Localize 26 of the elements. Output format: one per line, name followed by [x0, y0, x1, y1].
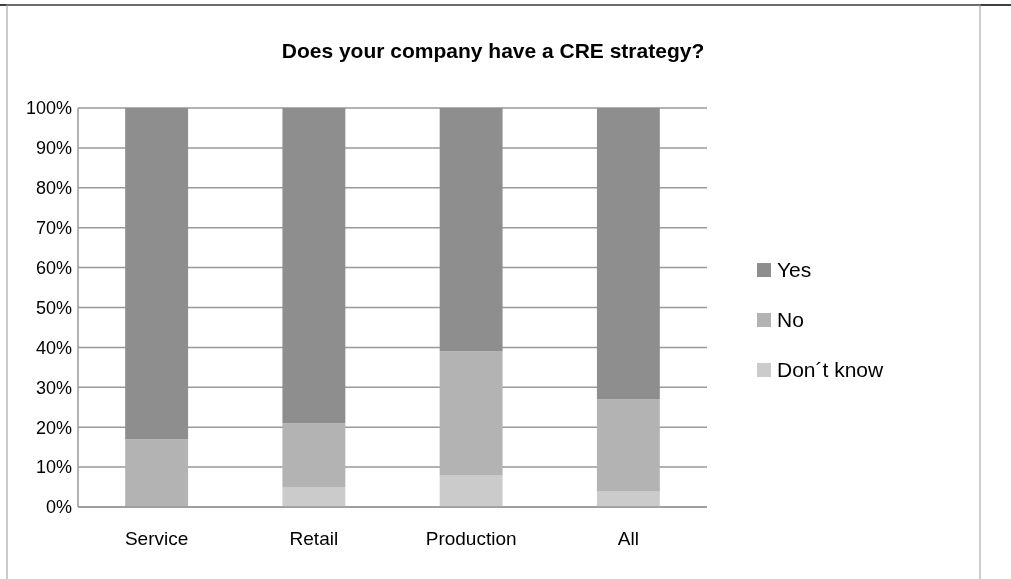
bar [439, 475, 503, 507]
y-tick-label: 80% [35, 178, 72, 199]
y-tick-label: 10% [35, 457, 72, 478]
legend-label: No [777, 308, 804, 332]
y-tick-label: 40% [35, 337, 72, 358]
y-tick-label: 60% [35, 257, 72, 278]
y-tick-label: 90% [35, 138, 72, 159]
y-tick-label: 20% [35, 417, 72, 438]
y-tick-label: 0% [45, 497, 72, 518]
x-tick-label: Production [425, 528, 517, 549]
x-tick-label: Service [124, 528, 189, 549]
legend-label: Yes [777, 258, 812, 282]
y-tick-label: 100% [25, 98, 72, 119]
bar [596, 399, 660, 492]
chart-title: Does your company have a CRE strategy? [281, 39, 705, 62]
x-tick-label: Retail [289, 528, 339, 549]
bar [282, 423, 346, 488]
y-tick-label: 30% [35, 377, 72, 398]
bar [282, 487, 346, 507]
bar [125, 439, 189, 507]
bar [596, 491, 660, 507]
y-tick-label: 50% [35, 297, 72, 318]
y-tick-label: 70% [35, 218, 72, 238]
x-tick-label: All [617, 528, 639, 549]
legend-label: Don´t know [777, 358, 885, 382]
bar [439, 351, 503, 476]
